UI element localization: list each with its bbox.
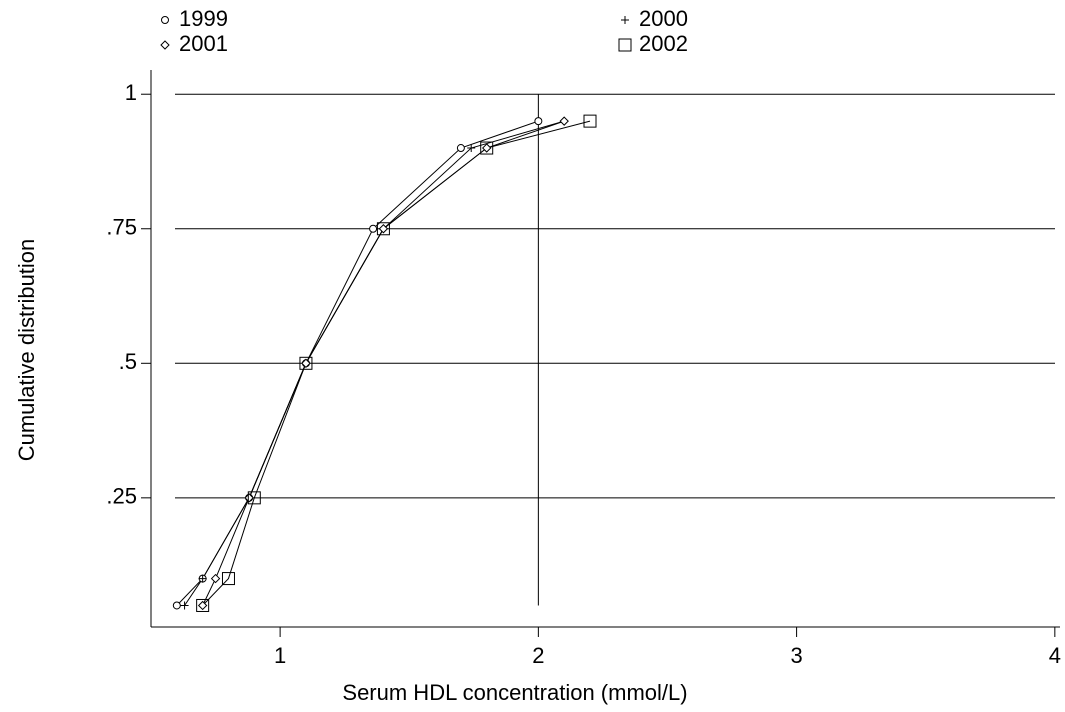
x-tick-label: 3 [790,643,802,668]
x-tick-label: 2 [532,643,544,668]
marker [482,143,492,153]
marker [301,358,311,369]
marker-shape [618,38,632,52]
marker-shape [244,493,254,503]
y-axis-label: Cumulative distribution [14,239,39,462]
marker-shape [301,358,311,369]
x-tick-label: 1 [274,643,286,668]
marker [456,144,465,153]
x-axis-label: Serum HDL concentration (mmol/L) [342,680,687,705]
marker [161,16,169,24]
marker [210,573,221,584]
marker [160,40,170,50]
marker [198,574,207,583]
marker [621,16,629,24]
marker-shape [196,598,210,612]
y-tick-label: .75 [106,215,137,240]
marker-shape [378,224,389,234]
marker [299,356,313,370]
marker [559,116,569,126]
y-tick-label: .5 [119,349,137,374]
marker-shape [180,601,189,610]
marker-shape [160,40,170,50]
marker-shape [621,16,629,24]
marker [247,491,261,505]
marker [376,222,390,236]
legend-label: 1999 [179,6,228,31]
marker [196,598,210,612]
marker-shape [172,601,181,610]
marker-shape [583,114,597,128]
marker-shape [456,144,465,153]
marker-shape [299,356,313,370]
marker-shape [559,116,569,126]
marker [583,114,597,128]
marker-shape [482,143,492,153]
legend-label: 2001 [179,31,228,56]
marker [180,601,189,610]
marker-shape [369,224,378,233]
marker [172,601,181,610]
legend-label: 2002 [639,31,688,56]
marker-shape [247,491,261,505]
marker-shape [210,573,221,584]
marker-shape [467,144,476,153]
marker-shape [480,141,494,155]
marker [221,572,235,586]
marker-shape [198,574,207,583]
marker [244,493,254,503]
marker [618,38,632,52]
marker-shape [376,222,390,236]
x-tick-label: 4 [1049,643,1061,668]
marker [378,224,389,234]
y-tick-label: 1 [125,80,137,105]
marker [534,117,543,126]
marker [467,144,476,153]
marker [369,224,378,233]
marker-shape [534,117,543,126]
marker-shape [161,16,169,24]
marker-shape [221,572,235,586]
marker [480,141,494,155]
legend-label: 2000 [639,6,688,31]
marker-shape [197,600,208,611]
marker [197,600,208,611]
y-tick-label: .25 [106,484,137,509]
